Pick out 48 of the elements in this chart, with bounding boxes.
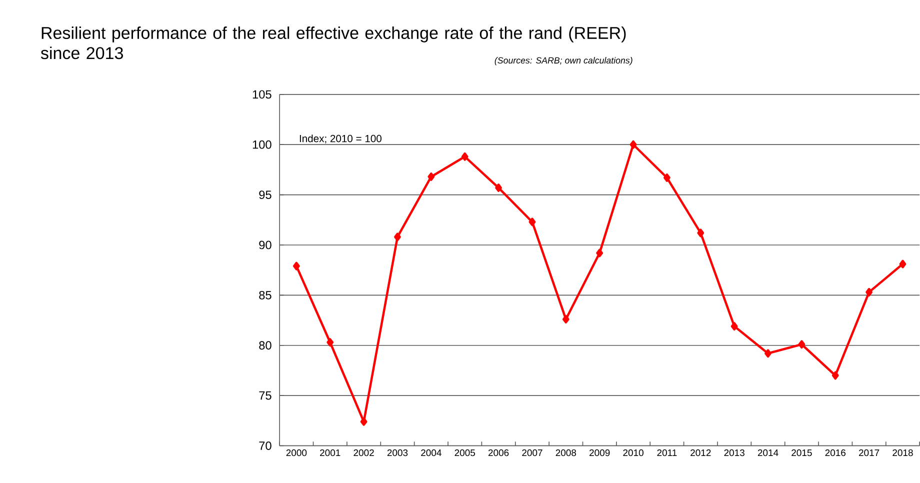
x-tick-label: 2000 — [286, 449, 307, 456]
point — [764, 349, 772, 358]
x-tick-label: 2005 — [454, 449, 476, 456]
y-tick-label: 85 — [259, 291, 272, 300]
point — [495, 184, 502, 192]
y-tick-label: 105 — [252, 90, 272, 99]
y-tick-label: 95 — [259, 190, 272, 200]
point — [798, 340, 806, 349]
point — [630, 140, 637, 149]
x-tick-label: 2015 — [792, 449, 812, 456]
point — [866, 288, 873, 296]
x-tick-label: 2018 — [892, 449, 913, 456]
point — [394, 232, 401, 242]
point — [730, 322, 738, 331]
y-tick-label: 100 — [252, 140, 272, 149]
point — [562, 315, 570, 324]
point — [360, 417, 368, 426]
y-tick-label: 70 — [259, 442, 272, 450]
x-tick-label: 2004 — [421, 449, 442, 456]
x-tick-label: 2010 — [623, 449, 644, 456]
point — [596, 248, 604, 258]
point — [899, 260, 906, 268]
x-tick-label: 2017 — [858, 449, 880, 456]
x-tick-label: 2014 — [758, 449, 778, 456]
text: (Sources: SARB; own calculations) — [494, 57, 632, 66]
y-tick-label: 75 — [259, 391, 272, 400]
x-tick-label: 2002 — [354, 449, 374, 456]
point — [326, 338, 334, 347]
point — [832, 371, 839, 380]
x-tick-label: 2008 — [556, 449, 576, 456]
x-tick-label: 2011 — [657, 449, 677, 456]
x-tick-label: 2009 — [590, 449, 610, 456]
point — [528, 218, 536, 226]
point — [663, 174, 670, 182]
x-tick-label: 2007 — [522, 449, 542, 456]
x-tick-label: 2012 — [690, 449, 711, 456]
y-tick-label: 90 — [259, 240, 272, 250]
point — [292, 262, 300, 270]
x-tick-label: 2006 — [488, 449, 509, 456]
annotation: Index; 2010 = 100 — [300, 134, 382, 144]
point — [428, 172, 435, 181]
x-tick-label: 2013 — [724, 449, 744, 456]
y-tick-label: 80 — [259, 341, 272, 350]
point — [461, 152, 468, 161]
x-tick-label: 2016 — [825, 449, 846, 456]
x-tick-label: 2003 — [387, 449, 408, 456]
x-tick-label: 2001 — [320, 449, 340, 456]
point — [697, 228, 704, 238]
